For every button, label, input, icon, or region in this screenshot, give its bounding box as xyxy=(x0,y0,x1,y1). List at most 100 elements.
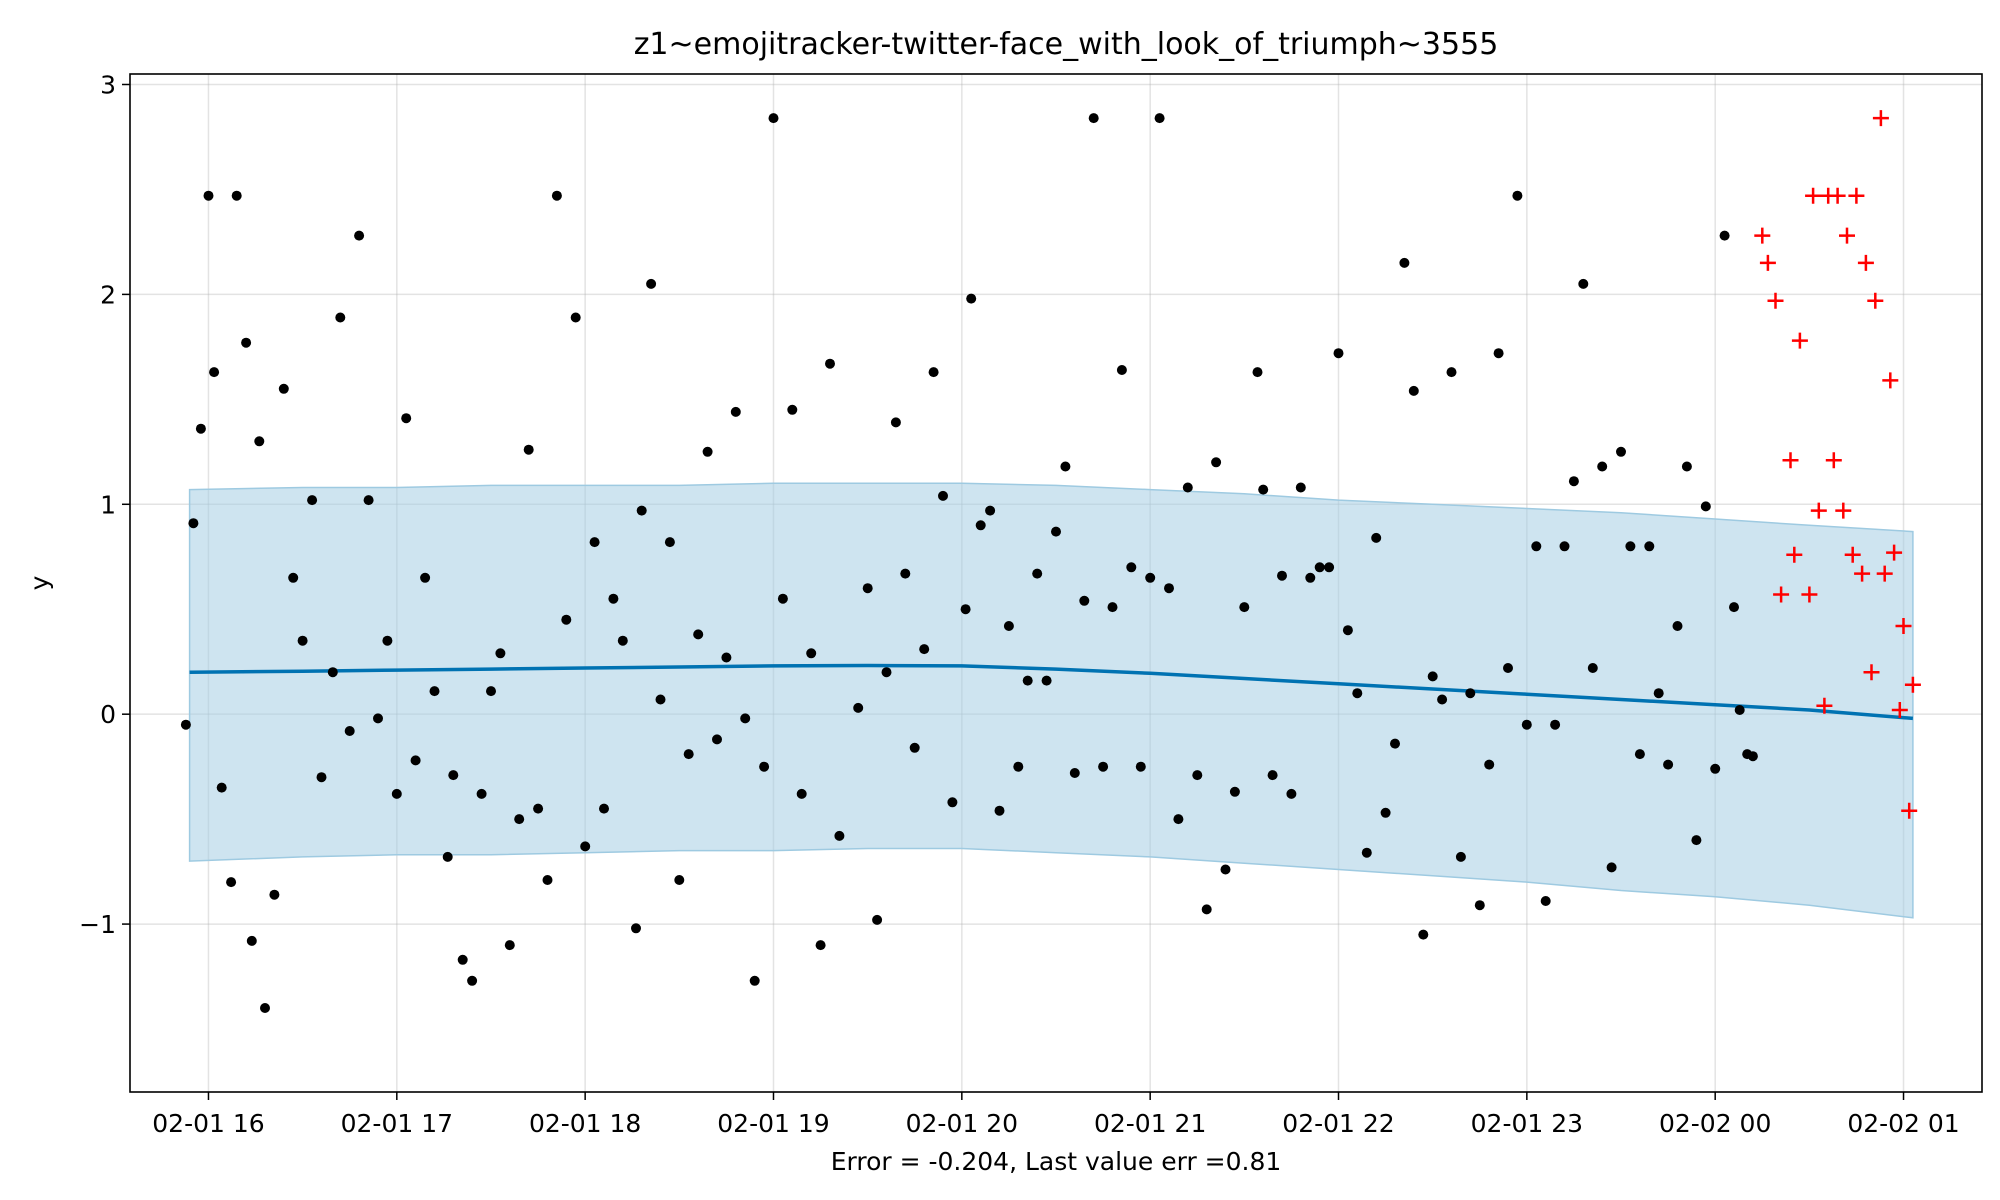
observed-point xyxy=(297,635,308,646)
observed-point xyxy=(1390,738,1400,749)
observed-point xyxy=(1521,719,1532,730)
observed-point xyxy=(909,742,920,753)
observed-point xyxy=(226,877,237,888)
observed-point xyxy=(203,190,214,201)
y-axis: −1 0 1 2 3 xyxy=(79,70,130,939)
observed-point xyxy=(1625,541,1636,552)
test-point xyxy=(1754,227,1771,244)
observed-point xyxy=(1032,568,1043,579)
observed-point xyxy=(570,312,581,323)
observed-point xyxy=(1220,864,1231,875)
observed-point xyxy=(561,614,572,625)
observed-point xyxy=(1578,278,1589,289)
test-point xyxy=(1882,372,1899,389)
observed-point xyxy=(1512,190,1523,201)
x-axis-label: Error = -0.204, Last value err =0.81 xyxy=(831,1147,1282,1176)
observed-point xyxy=(617,635,628,646)
observed-point xyxy=(354,230,365,241)
observed-point xyxy=(533,803,544,814)
observed-point xyxy=(1380,807,1391,818)
observed-point xyxy=(994,805,1005,816)
observed-points xyxy=(180,113,1758,1013)
observed-point xyxy=(231,190,242,201)
test-point xyxy=(1891,702,1908,718)
observed-point xyxy=(1286,788,1297,799)
observed-point xyxy=(486,686,496,697)
test-points xyxy=(1754,110,1921,819)
observed-point xyxy=(928,367,939,378)
observed-point xyxy=(373,713,383,724)
test-point xyxy=(1791,332,1808,349)
prediction-band xyxy=(188,482,1914,919)
observed-point xyxy=(1295,482,1306,493)
observed-point xyxy=(1681,461,1692,472)
observed-point xyxy=(1634,749,1645,760)
test-point xyxy=(1904,676,1921,693)
observed-point xyxy=(1107,602,1118,613)
observed-point xyxy=(1465,688,1476,699)
observed-point xyxy=(1371,532,1382,543)
observed-point xyxy=(655,694,666,705)
test-point xyxy=(1829,187,1846,204)
test-point xyxy=(1895,618,1912,634)
x-tick-label: 02-01 20 xyxy=(906,1109,1018,1138)
x-tick-label: 02-01 22 xyxy=(1282,1109,1394,1138)
observed-point xyxy=(1418,929,1429,940)
test-point xyxy=(1872,110,1889,127)
test-point xyxy=(1773,586,1790,603)
observed-point xyxy=(401,413,412,424)
observed-point xyxy=(1531,541,1542,552)
observed-point xyxy=(363,495,374,506)
observed-point xyxy=(796,788,807,799)
observed-point xyxy=(759,761,770,772)
observed-point xyxy=(1324,562,1335,573)
observed-point xyxy=(806,648,817,659)
observed-point xyxy=(1116,365,1127,375)
observed-point xyxy=(900,568,911,579)
observed-point xyxy=(1484,759,1495,770)
observed-point xyxy=(730,406,741,417)
observed-point xyxy=(288,572,299,583)
test-point xyxy=(1801,586,1818,603)
observed-point xyxy=(683,749,694,760)
observed-point xyxy=(457,954,468,965)
test-point xyxy=(1857,254,1874,271)
observed-point xyxy=(1540,896,1551,906)
test-point xyxy=(1848,187,1865,204)
test-point xyxy=(1825,452,1842,469)
observed-point xyxy=(1408,385,1419,396)
observed-point xyxy=(1041,675,1052,686)
observed-point xyxy=(975,520,986,531)
observed-point xyxy=(749,975,760,986)
observed-point xyxy=(1182,482,1193,493)
observed-point xyxy=(693,629,704,640)
observed-point xyxy=(1446,367,1457,378)
observed-point xyxy=(1691,835,1702,846)
observed-point xyxy=(1126,562,1137,573)
observed-point xyxy=(1352,688,1363,699)
test-point xyxy=(1805,187,1822,204)
test-point xyxy=(1810,502,1827,519)
observed-point xyxy=(938,490,948,501)
observed-point xyxy=(442,851,453,862)
x-tick-label: 02-01 19 xyxy=(717,1109,829,1138)
observed-point xyxy=(1597,461,1608,472)
observed-point xyxy=(1653,688,1664,699)
observed-point xyxy=(1455,851,1466,862)
observed-point xyxy=(1314,562,1325,573)
observed-point xyxy=(636,505,647,516)
observed-point xyxy=(1145,572,1156,583)
observed-point xyxy=(504,940,515,951)
forecast-line xyxy=(189,663,1914,721)
observed-point xyxy=(1437,694,1448,705)
observed-point xyxy=(1013,761,1024,772)
observed-point xyxy=(1672,621,1683,631)
observed-point xyxy=(420,572,431,583)
observed-point xyxy=(1164,583,1174,594)
observed-point xyxy=(335,312,346,323)
observed-point xyxy=(1361,847,1372,858)
test-point xyxy=(1767,292,1784,309)
observed-point xyxy=(523,444,534,455)
x-tick-label: 02-02 00 xyxy=(1659,1109,1771,1138)
observed-point xyxy=(721,652,732,663)
